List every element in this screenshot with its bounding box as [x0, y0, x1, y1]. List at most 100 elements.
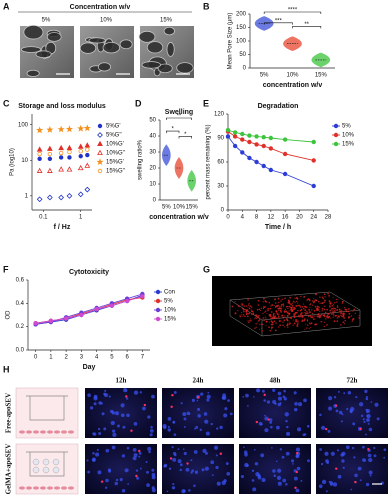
point [311, 139, 316, 145]
cell-dot [279, 320, 282, 322]
point [282, 137, 288, 142]
nucleus [266, 400, 271, 404]
cell-dot [279, 306, 281, 308]
legend-marker [333, 132, 339, 138]
nucleus [183, 417, 187, 421]
apo-sev [294, 486, 297, 489]
nucleus [351, 446, 355, 450]
nucleus [272, 469, 276, 473]
nucleus [150, 425, 153, 429]
cell-dot [250, 309, 252, 311]
nucleus [319, 413, 322, 417]
cell-dot [275, 310, 278, 313]
seeded-cell [47, 430, 53, 434]
cell-dot [324, 321, 326, 323]
nucleus [133, 390, 139, 395]
cell-dot [260, 307, 262, 309]
nucleus [283, 397, 287, 401]
cell-dot [334, 315, 337, 317]
cell-dot [264, 310, 267, 312]
legend-label: 15%G'' [106, 169, 125, 175]
cell-dot [348, 312, 351, 315]
cell-dot [287, 326, 289, 328]
cell-dot [268, 326, 270, 329]
nucleus [87, 393, 91, 398]
y-tick-label: 90 [217, 136, 224, 142]
x-tick-label: 6 [125, 355, 129, 361]
cell-dot [336, 317, 339, 319]
x-tick-label: 8 [255, 215, 259, 221]
nucleus [355, 396, 358, 399]
legend-label: 15% [164, 317, 177, 323]
nucleus [98, 401, 102, 405]
cell-dot [353, 308, 356, 311]
nucleus [277, 396, 282, 401]
cell-dot [286, 314, 289, 317]
nucleus [340, 420, 343, 423]
cell-dot [277, 326, 280, 328]
cell-dot [348, 317, 350, 319]
nucleus [276, 475, 282, 480]
cell-dot [341, 302, 344, 304]
cell-dot [281, 298, 283, 300]
nucleus [296, 466, 301, 471]
apo-sev [324, 427, 328, 431]
cell-dot [278, 312, 280, 314]
point [48, 318, 54, 324]
legend-label: 15% [342, 142, 355, 148]
cell-dot [314, 306, 317, 308]
cell-dot [306, 312, 309, 315]
cell-dot [323, 325, 326, 328]
point [261, 134, 266, 140]
cell-dot [338, 316, 340, 318]
cell-dot [306, 320, 309, 322]
cell-dot [284, 315, 286, 317]
nucleus [188, 412, 191, 415]
apo-sev [335, 467, 338, 470]
nucleus [295, 454, 299, 458]
cell-dot [261, 330, 263, 332]
nucleus [125, 397, 129, 400]
cell-dot [266, 312, 268, 314]
nucleus [284, 412, 289, 417]
cell-dot [310, 322, 313, 324]
cell-dot [295, 294, 297, 296]
cell-dot [330, 307, 333, 310]
cell-dot [258, 318, 261, 320]
cell-dot [301, 305, 304, 308]
gel-cell [32, 466, 40, 474]
cell-dot [272, 317, 274, 319]
point [84, 186, 91, 193]
nucleus [240, 474, 244, 479]
cell-dot [255, 326, 257, 328]
series-line [227, 136, 314, 187]
cell-dot [255, 314, 258, 317]
nucleus [282, 478, 287, 483]
apo-sev [359, 427, 362, 431]
cell-dot [250, 305, 252, 307]
nucleus [172, 451, 177, 456]
cell-dot [295, 319, 298, 321]
cell-dot [263, 306, 266, 308]
point [84, 162, 91, 168]
nucleus [283, 389, 286, 393]
cell-dot [297, 302, 299, 304]
x-tick-label: 5% [260, 73, 269, 79]
cell-dot [308, 308, 311, 311]
sig-bracket [178, 136, 192, 139]
nucleus [203, 412, 208, 416]
nucleus [367, 422, 370, 425]
cell-dot [255, 317, 257, 320]
x-tick-label: 2 [64, 355, 68, 361]
cell-dot [323, 314, 326, 316]
nucleus [264, 428, 269, 433]
nucleus [244, 452, 248, 457]
cell-dot [289, 316, 292, 319]
y-tick-label: 0.0 [16, 348, 25, 354]
apo-sev [367, 448, 370, 451]
nucleus [138, 455, 141, 458]
nucleus [295, 488, 300, 493]
cell-dot [333, 320, 336, 323]
point [66, 144, 73, 151]
point [240, 137, 245, 142]
